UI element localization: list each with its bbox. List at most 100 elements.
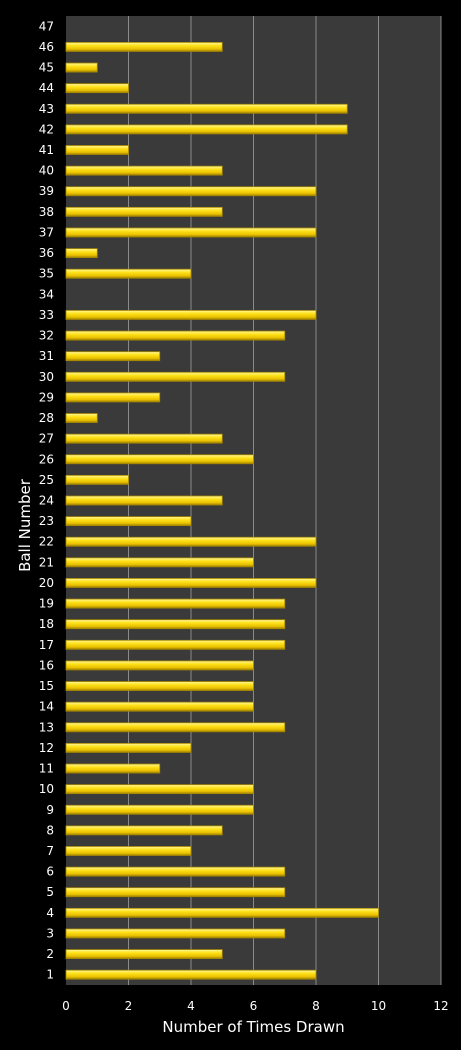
y-tick-label: 21 [39,555,54,569]
y-tick-label: 44 [39,81,54,95]
y-tick-label: 22 [39,535,54,549]
bar-ball-42 [65,124,348,135]
bar-ball-20 [65,578,317,588]
x-tick-label: 8 [312,999,320,1013]
bar-ball-19 [65,598,286,609]
y-tick-label: 47 [39,19,54,33]
bar-ball-41 [65,145,129,155]
x-tick-label: 2 [125,999,133,1013]
x-tick-labels: 0 2 4 6 8 10 12 [62,999,448,1013]
bar-ball-2 [65,949,223,959]
y-tick-label: 2 [46,947,54,961]
y-tick-label: 46 [39,40,54,54]
y-tick-label: 15 [39,679,54,693]
y-tick-label: 23 [39,514,54,528]
y-tick-label: 29 [39,390,54,404]
bar-ball-38 [65,206,223,217]
bar-ball-6 [65,866,286,877]
bar-ball-28 [65,413,98,423]
x-axis-title: Number of Times Drawn [162,1018,344,1036]
y-tick-label: 6 [46,865,54,879]
bar-ball-27 [65,433,223,444]
x-tick-label: 4 [187,999,195,1013]
y-tick-label: 17 [39,638,54,652]
y-tick-label: 18 [39,617,54,631]
bars [65,42,379,980]
y-tick-label: 7 [46,844,54,858]
x-tick-label: 12 [433,999,448,1013]
bar-ball-4 [65,907,379,918]
y-tick-label: 14 [39,700,54,714]
y-tick-label: 24 [39,494,54,508]
y-tick-label: 31 [39,349,54,363]
y-tick-label: 33 [39,308,54,322]
x-tick-label: 0 [62,999,70,1013]
y-tick-label: 20 [39,576,54,590]
y-tick-label: 27 [39,432,54,446]
bar-ball-31 [65,351,161,362]
y-tick-label: 28 [39,411,54,425]
y-tick-label: 11 [39,762,54,776]
bar-ball-25 [65,474,129,485]
y-tick-label: 26 [39,452,54,466]
bar-ball-32 [65,330,286,341]
bar-ball-45 [65,62,98,73]
bar-ball-35 [65,268,192,279]
bar-ball-43 [65,103,348,114]
y-tick-label: 30 [39,370,54,384]
y-tick-label: 16 [39,658,54,672]
y-tick-label: 12 [39,741,54,755]
bar-ball-29 [65,392,161,403]
y-tick-label: 1 [46,968,54,982]
y-tick-label: 13 [39,720,54,734]
bar-ball-18 [65,619,286,630]
bar-ball-13 [65,722,286,733]
bar-ball-9 [65,804,254,815]
bar-ball-7 [65,846,192,856]
y-tick-label: 32 [39,329,54,343]
bar-ball-40 [65,165,223,176]
bar-ball-21 [65,557,254,568]
bar-ball-11 [65,763,161,774]
y-tick-label: 45 [39,61,54,75]
y-tick-label: 38 [39,205,54,219]
x-tick-label: 10 [371,999,386,1013]
bar-ball-15 [65,681,254,691]
y-tick-label: 36 [39,246,54,260]
bar-ball-24 [65,495,223,506]
bar-ball-39 [65,186,317,197]
bar-ball-23 [65,516,192,527]
y-tick-label: 40 [39,164,54,178]
y-tick-label: 42 [39,122,54,136]
y-tick-label: 9 [46,803,54,817]
y-tick-label: 41 [39,143,54,157]
bar-ball-14 [65,701,254,712]
bar-ball-33 [65,310,317,320]
bar-ball-37 [65,227,317,238]
bar-ball-17 [65,639,286,650]
bar-ball-8 [65,825,223,836]
bar-ball-30 [65,371,286,382]
bar-ball-3 [65,928,286,939]
y-tick-label: 4 [46,906,54,920]
y-tick-label: 5 [46,885,54,899]
bar-ball-12 [65,743,192,753]
y-tick-label: 37 [39,225,54,239]
bar-ball-10 [65,784,254,795]
y-tick-labels: 1234567891011121314151617181920212223242… [39,19,54,981]
y-tick-label: 43 [39,102,54,116]
y-tick-label: 10 [39,782,54,796]
y-tick-label: 3 [46,926,54,940]
bar-ball-22 [65,536,317,547]
y-tick-label: 25 [39,473,54,487]
y-tick-label: 35 [39,267,54,281]
x-tick-label: 6 [250,999,258,1013]
y-tick-label: 19 [39,597,54,611]
y-tick-label: 39 [39,184,54,198]
bar-ball-44 [65,83,129,94]
bar-ball-1 [65,969,317,980]
y-tick-label: 8 [46,823,54,837]
bar-ball-16 [65,660,254,671]
